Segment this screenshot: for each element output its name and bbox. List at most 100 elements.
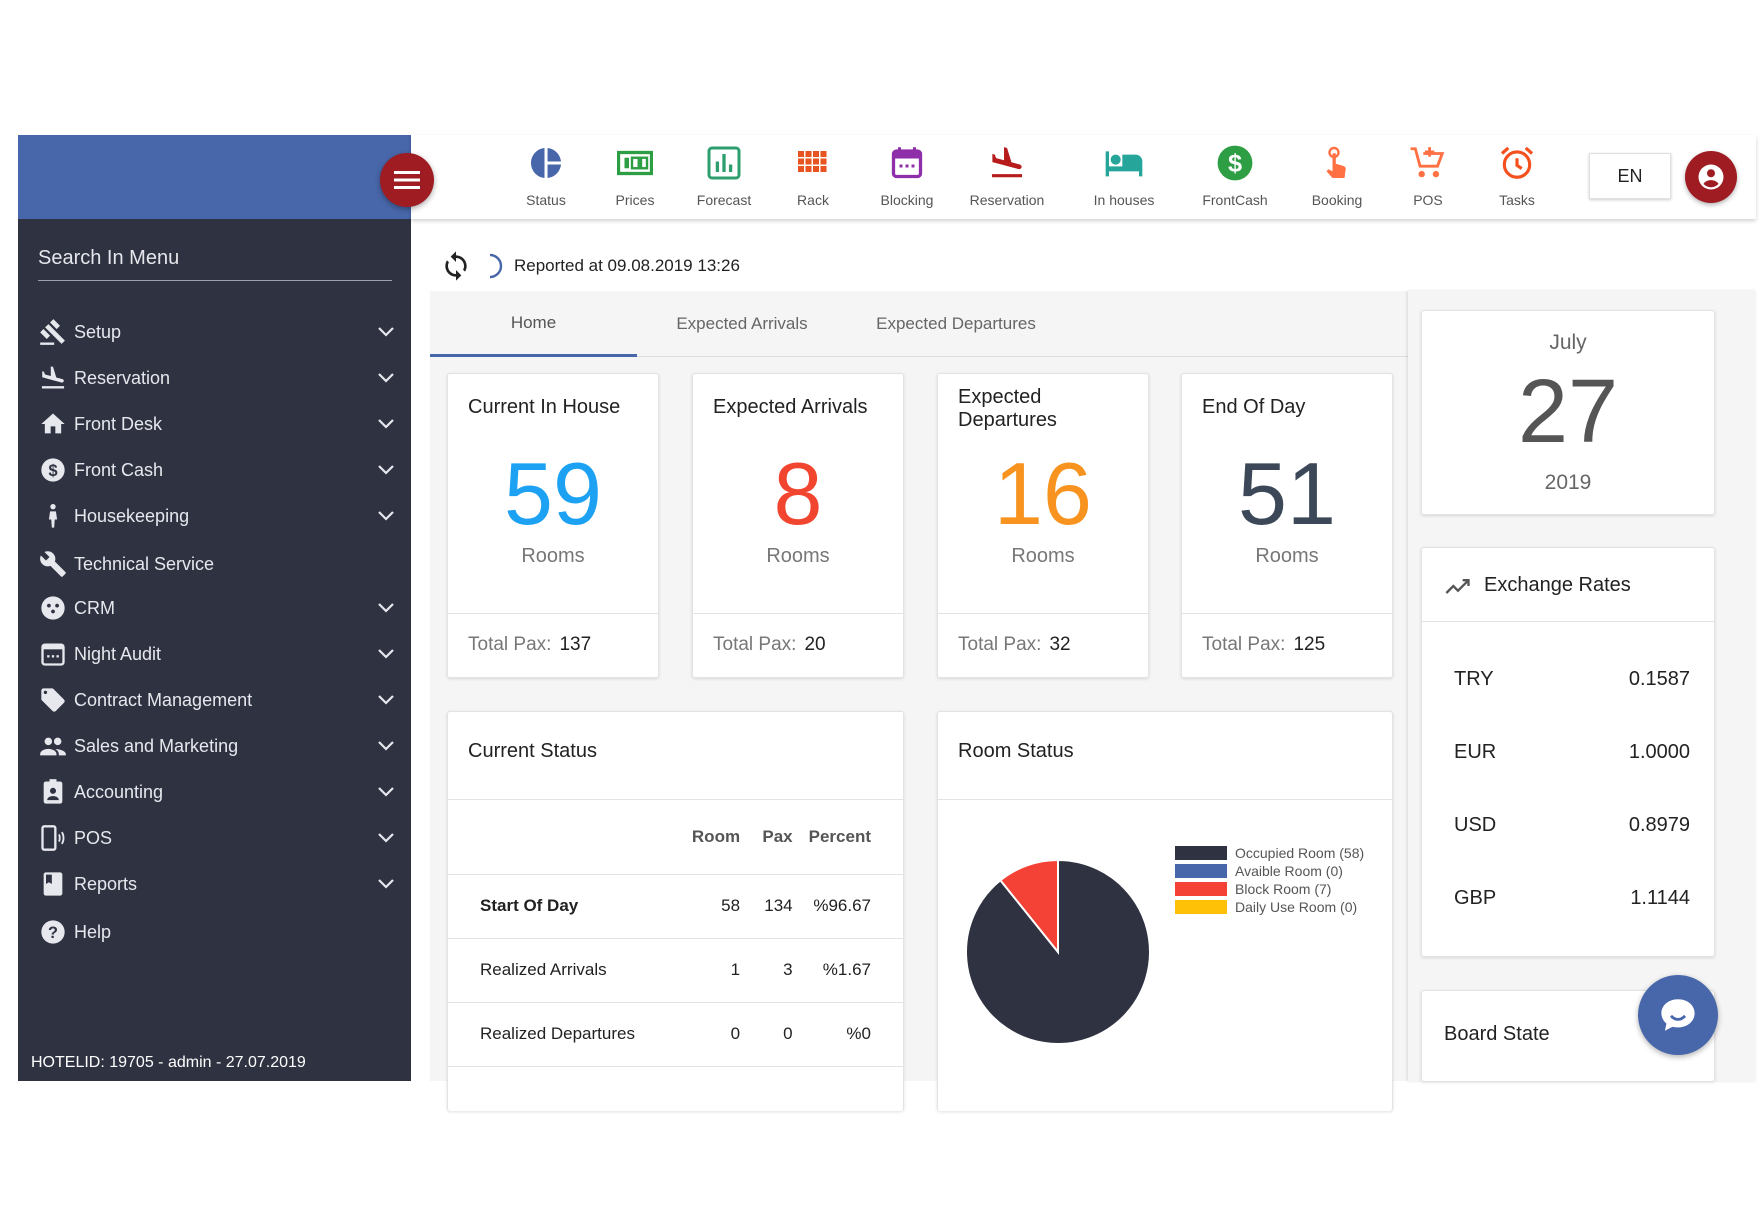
toolbar-tasks-button[interactable]: Tasks xyxy=(1467,143,1567,208)
stat-title: Expected Arrivals xyxy=(713,396,868,418)
sidebar-item-reports[interactable]: Reports xyxy=(38,866,398,902)
chevron-down-icon[interactable] xyxy=(374,688,398,712)
sidebar-item-pos[interactable]: POS xyxy=(38,820,398,856)
chevron-down-icon[interactable] xyxy=(374,872,398,896)
tab-bar: Home Expected Arrivals Expected Departur… xyxy=(430,291,1408,357)
legend-swatch xyxy=(1175,864,1227,878)
table-row: Realized Arrivals 1 3 %1.67 xyxy=(448,938,903,1003)
chat-button[interactable] xyxy=(1638,975,1718,1055)
stat-value: 59 xyxy=(504,444,602,543)
chevron-down-icon[interactable] xyxy=(374,458,398,482)
table-row: Start Of Day 58 134 %96.67 xyxy=(448,874,903,939)
user-account-button[interactable] xyxy=(1685,151,1737,203)
sidebar-item-help[interactable]: ? Help xyxy=(38,914,398,950)
tag-icon xyxy=(38,685,68,715)
chevron-down-icon[interactable] xyxy=(374,596,398,620)
touch-icon xyxy=(1326,146,1346,178)
stat-unit: Rooms xyxy=(766,545,830,567)
divider xyxy=(448,799,903,800)
current-status-panel: Current Status Room Pax Percent Start Of… xyxy=(447,711,904,1111)
chevron-down-icon[interactable] xyxy=(374,366,398,390)
chevron-down-icon[interactable] xyxy=(374,734,398,758)
sidebar-item-front-cash[interactable]: $ Front Cash xyxy=(38,452,398,488)
pie-icon xyxy=(531,148,561,178)
stat-value: 16 xyxy=(994,444,1092,543)
gavel-icon xyxy=(38,317,68,347)
report-line: Reported at 09.08.2019 13:26 xyxy=(440,250,740,282)
room-status-panel: Room Status Occupied Room (58) Avaible R… xyxy=(937,711,1393,1111)
toolbar-frontcash-button[interactable]: $ FrontCash xyxy=(1185,143,1285,208)
toolbar-reservation-button[interactable]: Reservation xyxy=(957,143,1057,208)
stat-title: End Of Day xyxy=(1202,396,1306,418)
sidebar-item-contract-management[interactable]: Contract Management xyxy=(38,682,398,718)
date-month: July xyxy=(1549,331,1587,354)
sidebar-item-housekeeping[interactable]: Housekeeping xyxy=(38,498,398,534)
legend-item[interactable]: Avaible Room (0) xyxy=(1175,862,1364,880)
legend-item[interactable]: Daily Use Room (0) xyxy=(1175,898,1364,916)
sidebar-item-setup[interactable]: Setup xyxy=(38,314,398,350)
toolbar-booking-button[interactable]: Booking xyxy=(1287,143,1387,208)
toolbar-pos-button[interactable]: POS xyxy=(1378,143,1478,208)
people-icon xyxy=(38,731,68,761)
tab-expected-departures[interactable]: Expected Departures xyxy=(876,314,1036,333)
date-year: 2019 xyxy=(1544,471,1592,494)
sidebar-item-night-audit[interactable]: Night Audit xyxy=(38,636,398,672)
sidebar: Search In Menu Setup Reservation Front D… xyxy=(18,219,411,1081)
chevron-down-icon[interactable] xyxy=(374,780,398,804)
chevron-down-icon[interactable] xyxy=(374,826,398,850)
toolbar-status-button[interactable]: Status xyxy=(496,143,596,208)
toolbar-in-houses-button[interactable]: In houses xyxy=(1074,143,1174,208)
chevron-down-icon[interactable] xyxy=(374,412,398,436)
stat-card-expected-arrivals[interactable]: Expected Arrivals 8 Rooms Total Pax: 20 xyxy=(692,373,904,678)
rate-row: GBP 1.1144 xyxy=(1454,887,1690,909)
toolbar-forecast-button[interactable]: Forecast xyxy=(674,143,774,208)
sidebar-item-crm[interactable]: CRM xyxy=(38,590,398,626)
stat-unit: Rooms xyxy=(1255,545,1319,567)
stat-card-end-of-day[interactable]: End Of Day 51 Rooms Total Pax: 125 xyxy=(1181,373,1393,678)
divider xyxy=(938,799,1392,800)
toolbar-blocking-button[interactable]: Blocking xyxy=(857,143,957,208)
sidebar-item-accounting[interactable]: Accounting xyxy=(38,774,398,810)
sidebar-item-front-desk[interactable]: Front Desk xyxy=(38,406,398,442)
pie-slice-block-room[interactable] xyxy=(998,858,1059,955)
person-icon xyxy=(38,501,68,531)
stat-card-current-in-house[interactable]: Current In House 59 Rooms Total Pax: 137 xyxy=(447,373,659,678)
stat-title: Current In House xyxy=(468,396,621,418)
grid-icon xyxy=(798,151,827,172)
loading-spinner-icon xyxy=(486,253,506,279)
chevron-down-icon[interactable] xyxy=(374,642,398,666)
sidebar-header xyxy=(18,135,411,219)
sidebar-item-sales-and-marketing[interactable]: Sales and Marketing xyxy=(38,728,398,764)
stat-value: 51 xyxy=(1238,444,1336,543)
stat-card-expected-departures[interactable]: Expected Departures 16 Rooms Total Pax: 3… xyxy=(937,373,1149,678)
plane-landing-icon xyxy=(38,363,68,393)
toolbar-rack-button[interactable]: Rack xyxy=(763,143,863,208)
hamburger-menu-button[interactable] xyxy=(380,153,434,207)
column-header: Room xyxy=(691,800,757,875)
sidebar-item-technical-service[interactable]: Technical Service xyxy=(38,546,398,582)
sidebar-item-reservation[interactable]: Reservation xyxy=(38,360,398,396)
language-button[interactable]: EN xyxy=(1589,153,1671,199)
chart-legend: Occupied Room (58) Avaible Room (0) Bloc… xyxy=(1175,844,1364,916)
money-icon xyxy=(617,150,653,176)
status-table: Room Pax Percent Start Of Day 58 134 %96… xyxy=(448,800,903,1067)
divider xyxy=(938,613,1148,614)
column-header: Percent xyxy=(808,800,903,875)
help-icon: ? xyxy=(38,917,68,947)
panel-title: Room Status xyxy=(958,740,1074,762)
plane-icon xyxy=(991,147,1023,178)
contact-icon xyxy=(38,777,68,807)
legend-item[interactable]: Occupied Room (58) xyxy=(1175,844,1364,862)
tab-home[interactable]: Home xyxy=(430,291,637,357)
stat-total-pax: Total Pax: 137 xyxy=(468,634,592,655)
sync-icon[interactable] xyxy=(440,250,472,282)
legend-item[interactable]: Block Room (7) xyxy=(1175,880,1364,898)
exchange-rates-card: Exchange Rates TRY 0.1587 EUR 1.0000 USD 0.… xyxy=(1421,547,1715,957)
tab-expected-arrivals[interactable]: Expected Arrivals xyxy=(676,314,808,333)
search-menu-input[interactable]: Search In Menu xyxy=(38,245,392,281)
chevron-down-icon[interactable] xyxy=(374,504,398,528)
toolbar-prices-button[interactable]: Prices xyxy=(585,143,685,208)
chevron-down-icon[interactable] xyxy=(374,320,398,344)
dollar-circle-icon: $ xyxy=(38,455,68,485)
room-status-pie-chart xyxy=(965,858,1151,1045)
